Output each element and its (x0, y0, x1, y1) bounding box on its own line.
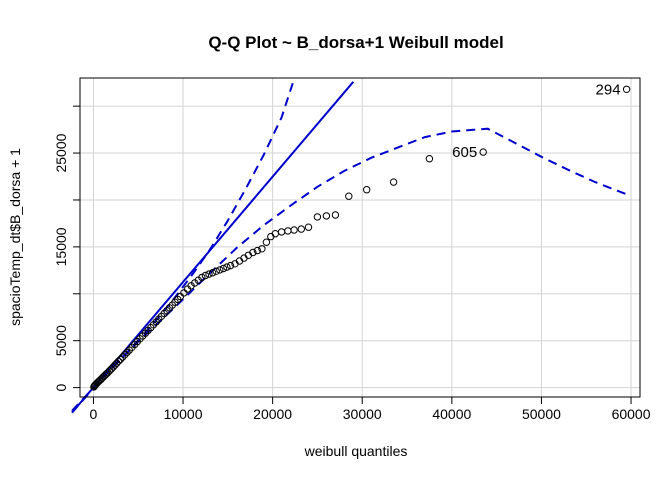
data-point (116, 355, 125, 364)
axes: 0 10000 20000 30000 40000 50000 60000 0 5000 1500… (53, 105, 651, 422)
data-point (304, 223, 313, 231)
x-tick-label: 20000 (253, 406, 292, 422)
x-tick-label: 50000 (522, 406, 561, 422)
data-point (223, 263, 231, 271)
data-point (121, 351, 129, 359)
data-point (219, 264, 228, 273)
data-point (297, 225, 305, 233)
data-point (425, 155, 434, 163)
data-point (345, 192, 353, 200)
point-label-294: 294 (596, 81, 621, 98)
data-point (180, 289, 188, 297)
lower-confidence-envelope (71, 127, 627, 414)
point-labels: 294 605 (452, 81, 620, 161)
reference-line (71, 81, 355, 414)
data-point (249, 248, 257, 257)
data-point (262, 238, 271, 246)
y-axis-label: spacioTemp_dt$B_dorsa + 1 (7, 148, 23, 326)
data-point (114, 357, 123, 365)
data-point (322, 212, 331, 220)
x-tick-label: 40000 (432, 406, 471, 422)
data-point (258, 245, 266, 253)
data-point (205, 270, 213, 278)
plot-frame (79, 77, 641, 398)
x-tick-label: 60000 (612, 406, 651, 422)
y-tick-label: 5000 (53, 325, 69, 356)
data-points (90, 85, 631, 391)
data-point (208, 269, 217, 277)
data-point (198, 273, 206, 282)
data-point (622, 85, 631, 94)
x-tick-label: 0 (90, 406, 98, 422)
y-tick-label: 0 (53, 384, 69, 392)
data-point (313, 213, 322, 221)
data-point (277, 228, 286, 236)
data-point (212, 267, 220, 275)
data-point (331, 211, 340, 219)
data-point (216, 266, 224, 274)
data-point (290, 226, 298, 234)
data-point (253, 246, 262, 255)
data-point (284, 227, 292, 235)
x-axis-label: weibull quantiles (304, 443, 408, 459)
x-tick-label: 30000 (343, 406, 382, 422)
chart-title: Q-Q Plot ~ B_dorsa+1 Weibull model (208, 33, 503, 52)
y-tick-label: 25000 (53, 133, 69, 172)
data-point (118, 353, 127, 361)
data-point (201, 271, 210, 280)
y-tick-label: 15000 (53, 227, 69, 266)
data-point (226, 261, 235, 270)
data-point (93, 379, 101, 387)
data-point (389, 178, 398, 186)
grid (80, 78, 640, 397)
data-point (363, 186, 371, 194)
data-point (123, 348, 131, 357)
data-point (479, 148, 487, 156)
point-label-605: 605 (452, 144, 477, 161)
x-tick-label: 10000 (164, 406, 203, 422)
upper-confidence-envelope (71, 81, 295, 412)
